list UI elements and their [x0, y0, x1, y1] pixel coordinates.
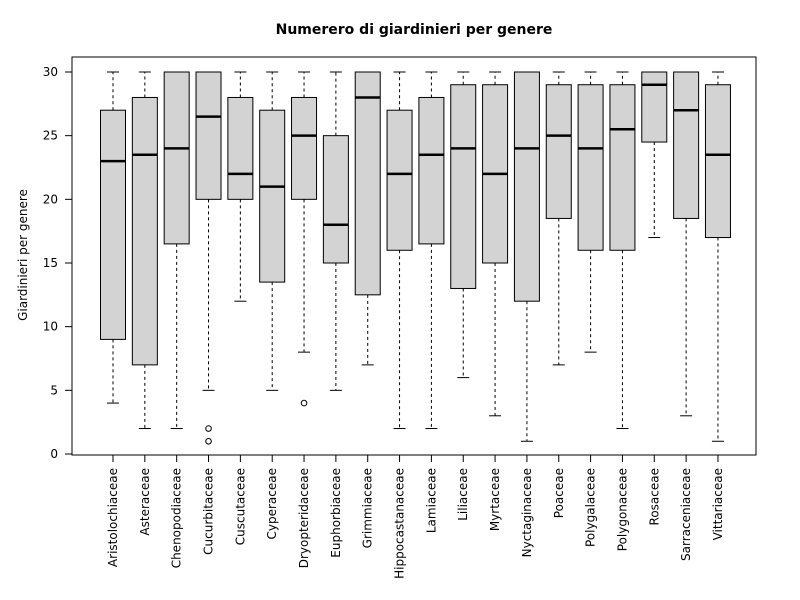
- box-iqr: [100, 109, 126, 340]
- box-iqr: [450, 84, 477, 289]
- x-tick-label: Cuscutaceae: [233, 468, 247, 545]
- box-cucurbitaceae: [195, 71, 222, 445]
- box-iqr: [673, 71, 700, 219]
- boxes-group: [100, 71, 731, 445]
- x-tick-label: Vittariaceae: [711, 468, 725, 540]
- box-iqr: [545, 84, 572, 219]
- box-polygalaceae: [577, 71, 604, 353]
- box-iqr: [641, 71, 668, 143]
- box-lamiaceae: [418, 71, 445, 430]
- box-asteraceae: [131, 71, 158, 430]
- x-tick-label: Hippocastanaceae: [393, 468, 407, 579]
- x-tick-label: Polygalaceae: [584, 468, 598, 547]
- box-dryopteridaceae: [291, 71, 318, 407]
- box-iqr: [354, 71, 381, 296]
- box-iqr: [322, 135, 349, 264]
- y-tick-label: 20: [43, 192, 58, 206]
- x-tick-label: Nyctaginaceae: [520, 468, 534, 557]
- box-iqr: [418, 96, 445, 245]
- y-tick-label: 5: [50, 383, 58, 397]
- x-tick-label: Liliaceae: [456, 468, 470, 521]
- x-tick-label: Cyperaceae: [265, 468, 279, 539]
- outlier-point: [205, 437, 212, 445]
- box-nyctaginaceae: [513, 71, 540, 442]
- box-vittariaceae: [704, 71, 731, 442]
- x-tick-label: Grimmiaceae: [361, 468, 375, 548]
- box-iqr: [195, 71, 222, 200]
- x-tick-label: Polygonaceae: [615, 468, 629, 551]
- box-iqr: [609, 84, 636, 251]
- box-sarraceniaceae: [673, 71, 700, 417]
- x-tick-label: Asteraceae: [138, 468, 152, 536]
- box-cyperaceae: [259, 71, 286, 391]
- outlier-point: [300, 399, 308, 407]
- box-iqr: [291, 96, 318, 200]
- box-iqr: [513, 71, 540, 302]
- box-chenopodiaceae: [163, 71, 190, 430]
- box-grimmiaceae: [354, 71, 381, 366]
- box-myrtaceae: [482, 71, 509, 417]
- x-tick-label: Lamiaceae: [424, 468, 438, 533]
- x-tick-label: Euphorbiaceae: [329, 468, 343, 558]
- box-liliaceae: [450, 71, 477, 379]
- y-axis-label: Giardinieri per genere: [16, 189, 30, 321]
- x-tick-label: Myrtaceae: [488, 468, 502, 531]
- x-tick-label: Rosaceae: [647, 468, 661, 525]
- y-tick-label: 0: [50, 447, 58, 461]
- y-tick-label: 30: [43, 65, 58, 79]
- box-euphorbiaceae: [322, 71, 349, 391]
- box-iqr: [704, 84, 731, 239]
- x-tick-label: Dryopteridaceae: [297, 468, 311, 568]
- x-tick-label: Aristolochiaceae: [106, 468, 120, 567]
- y-axis: 0 5 10 15 20 25 30: [43, 65, 73, 461]
- box-iqr: [386, 109, 413, 251]
- y-tick-label: 15: [43, 256, 58, 270]
- box-iqr: [163, 71, 190, 245]
- box-cuscutaceae: [227, 71, 254, 302]
- box-polygonaceae: [609, 71, 636, 430]
- x-tick-label: Sarraceniaceae: [679, 468, 693, 561]
- box-iqr: [131, 96, 158, 366]
- box-aristolochiaceae: [100, 71, 126, 404]
- x-tick-label: Chenopodiaceae: [170, 468, 184, 568]
- box-iqr: [577, 84, 604, 251]
- y-tick-label: 25: [43, 129, 58, 143]
- y-tick-label: 10: [43, 320, 58, 334]
- box-iqr: [259, 109, 286, 283]
- x-axis-labels: Aristolochiaceae Asteraceae Chenopodiaceae…: [106, 455, 725, 579]
- box-iqr: [227, 96, 254, 200]
- x-tick-label: Poaceae: [552, 468, 566, 518]
- box-rosaceae: [641, 71, 668, 239]
- box-poaceae: [545, 71, 572, 366]
- chart-title: Numerero di giardinieri per genere: [276, 22, 553, 38]
- outlier-point: [205, 425, 212, 432]
- box-hippocastanaceae: [386, 71, 413, 430]
- x-tick-label: Cucurbitaceae: [202, 468, 216, 555]
